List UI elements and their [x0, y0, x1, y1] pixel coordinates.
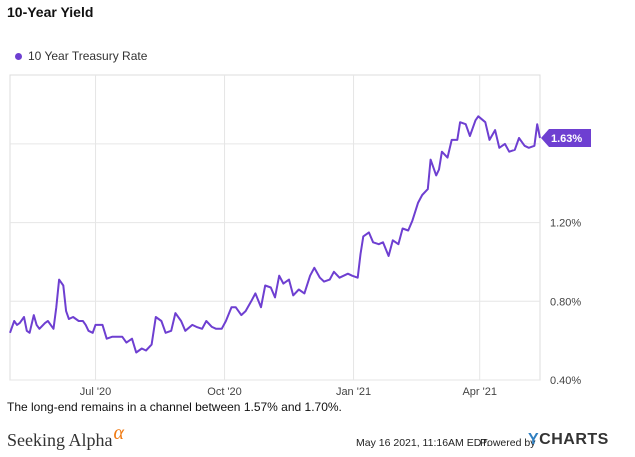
- last-value-tag: [541, 128, 591, 147]
- y-axis: 0.40% 0.80% 1.20%: [550, 218, 581, 387]
- x-axis: Jul '20 Oct '20 Jan '21 Apr '21: [80, 386, 497, 398]
- timestamp: May 16 2021, 11:16AM EDT.: [356, 437, 490, 449]
- x-tick-label: Jul '20: [80, 386, 111, 398]
- x-gridlines: [95, 75, 481, 380]
- y-tick-label: 1.20%: [550, 218, 581, 230]
- powered-by-label: Powered by: [480, 437, 536, 449]
- seeking-alpha-logo: Seeking Alphaα: [7, 422, 124, 452]
- ycharts-text: CHARTS: [539, 431, 609, 448]
- last-value-marker: 1.63%: [541, 128, 591, 147]
- x-tick-label: Apr '21: [462, 386, 497, 398]
- y-gridlines: [10, 143, 540, 381]
- x-tick-label: Jan '21: [336, 386, 371, 398]
- brand-name: Seeking Alpha: [7, 430, 113, 450]
- last-value-label: 1.63%: [551, 133, 582, 145]
- ycharts-logo: YCHARTS: [528, 431, 609, 449]
- plot-border: [9, 74, 541, 381]
- x-tick-label: Oct '20: [207, 386, 242, 398]
- y-tick-label: 0.40%: [550, 375, 581, 387]
- chart-title: 10-Year Yield: [7, 4, 94, 20]
- series-line-10-year-treasury-rate: [9, 115, 541, 354]
- legend-label: 10 Year Treasury Rate: [28, 49, 148, 63]
- plot-frame: [9, 74, 541, 381]
- ycharts-y: Y: [528, 431, 540, 448]
- series-layer: [9, 115, 541, 354]
- legend: 10 Year Treasury Rate: [15, 49, 147, 63]
- alpha-symbol: α: [113, 422, 125, 444]
- legend-marker: [15, 52, 22, 60]
- chart-caption: The long-end remains in a channel betwee…: [7, 400, 342, 414]
- y-tick-label: 0.80%: [550, 296, 581, 308]
